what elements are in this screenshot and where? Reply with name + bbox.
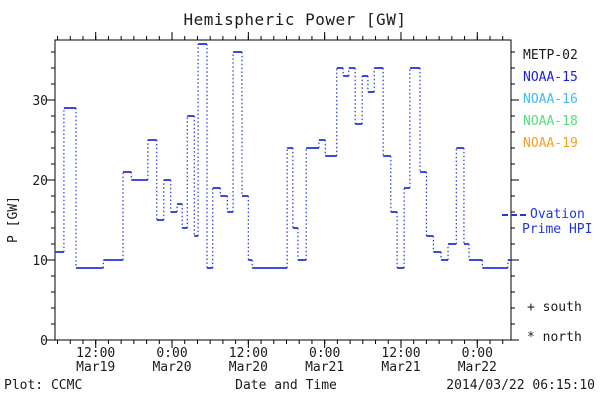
y-tick-label: 10 — [32, 254, 48, 269]
x-tick-time-label: 0:00 — [462, 346, 493, 361]
y-tick-label: 20 — [32, 174, 48, 189]
legend-item-noaa15: NOAA-15 — [523, 70, 578, 85]
x-tick-time-label: 12:00 — [76, 346, 115, 361]
x-tick-time-label: 12:00 — [229, 346, 268, 361]
legend-item-noaa18: NOAA-18 — [523, 114, 578, 129]
x-tick-time-label: 12:00 — [381, 346, 420, 361]
ovation-label-line2: Prime HPI — [522, 222, 593, 237]
y-tick-label: 30 — [32, 94, 48, 109]
plot-box — [54, 39, 512, 341]
x-tick-time-label: 0:00 — [309, 346, 340, 361]
x-tick-date-label: Mar21 — [381, 360, 420, 375]
y-axis-label: P [GW] — [6, 196, 21, 243]
ovation-label-line1: Ovation — [530, 207, 585, 222]
x-tick-date-label: Mar19 — [76, 360, 115, 375]
plot-timestamp: 2014/03/22 06:15:10 — [446, 378, 595, 393]
x-tick-time-label: 0:00 — [156, 346, 187, 361]
x-tick-date-label: Mar20 — [152, 360, 191, 375]
legend-item-metp02: METP-02 — [523, 48, 578, 63]
ovation-line-sample-icon — [502, 214, 526, 216]
x-tick-date-label: Mar22 — [458, 360, 497, 375]
x-axis-label: Date and Time — [235, 378, 337, 393]
x-tick-date-label: Mar20 — [229, 360, 268, 375]
x-tick-date-label: Mar21 — [305, 360, 344, 375]
y-tick-label: 0 — [40, 334, 48, 349]
legend-marker-south: + south — [527, 300, 582, 315]
legend-marker-north: * north — [527, 330, 582, 345]
legend-item-noaa19: NOAA-19 — [523, 136, 578, 151]
page-title: Hemispheric Power [GW] — [183, 10, 407, 29]
plot-source-text: Plot: CCMC — [4, 378, 83, 393]
legend-item-noaa16: NOAA-16 — [523, 92, 578, 107]
